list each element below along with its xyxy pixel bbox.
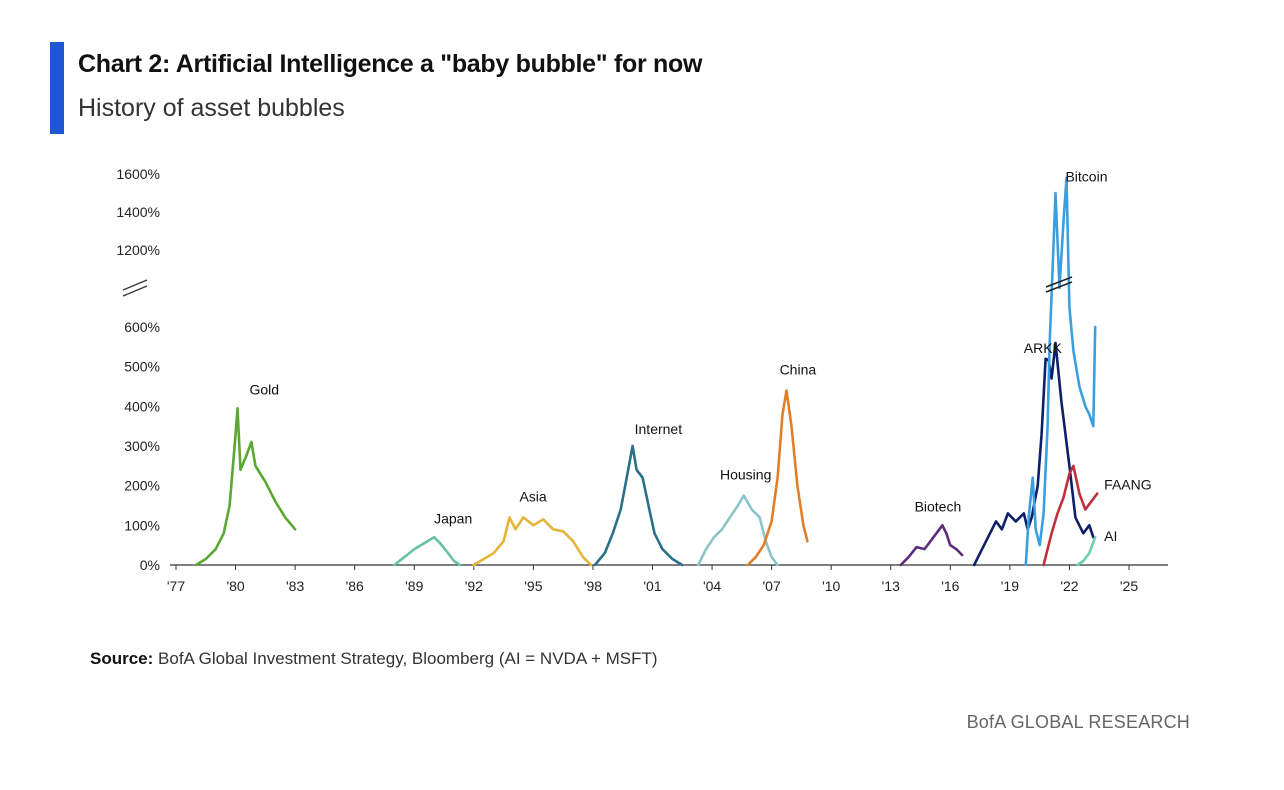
y-tick-label: 600% [124, 319, 160, 335]
x-tick-label: '95 [524, 578, 542, 594]
x-tick-label: '16 [941, 578, 959, 594]
y-tick-label: 300% [124, 438, 160, 454]
x-tick-label: '92 [465, 578, 483, 594]
x-axis: '77 '80 '83 '86 '89 '92 '95 '98 '01 '04 '07 '10 '13 '… [167, 564, 1168, 594]
y-tick-label: 200% [124, 478, 160, 494]
series-label-ai: AI [1104, 528, 1117, 544]
axis-break-mark [122, 279, 148, 291]
series-break-mark [1045, 276, 1073, 288]
y-tick-label: 100% [124, 517, 160, 533]
x-tick-label: '98 [584, 578, 602, 594]
x-tick-label: '13 [882, 578, 900, 594]
series-break-mark [1045, 281, 1073, 293]
series-label-arkk: ARKK [1024, 340, 1063, 356]
y-axis: 0% 100% 200% 300% 400% 500% 600% 1200% 1400% 1600… [116, 166, 160, 573]
y-tick-label: 500% [124, 359, 160, 375]
x-tick-label: '07 [763, 578, 781, 594]
series-line-asia [472, 516, 593, 567]
series-label-biotech: Biotech [915, 498, 962, 514]
series-layer [194, 176, 1099, 567]
x-tick-label: '80 [226, 578, 244, 594]
x-tick-label: '04 [703, 578, 721, 594]
series-line-faang [1042, 464, 1099, 567]
series-labels: Gold Japan Asia Internet Housing China Biotech… [249, 169, 1151, 545]
source-note: Source: BofA Global Investment Strategy,… [90, 649, 658, 669]
series-label-internet: Internet [635, 421, 683, 437]
x-tick-label: '25 [1120, 578, 1138, 594]
y-tick-label: 1200% [116, 242, 160, 258]
series-label-faang: FAANG [1104, 477, 1151, 493]
x-tick-label: '19 [1001, 578, 1019, 594]
source-text: BofA Global Investment Strategy, Bloombe… [158, 649, 658, 668]
series-label-asia: Asia [519, 489, 546, 505]
axis-break-mark [122, 285, 148, 297]
chart-title: Chart 2: Artificial Intelligence a "baby… [78, 50, 703, 78]
series-label-bitcoin: Bitcoin [1065, 169, 1107, 185]
x-tick-label: '83 [286, 578, 304, 594]
series-line-china [746, 389, 809, 567]
series-line-biotech [899, 524, 964, 567]
source-label: Source: [90, 649, 154, 668]
series-label-china: China [780, 362, 817, 378]
series-line-housing [696, 494, 779, 567]
brand-mark: BofA GLOBAL RESEARCH [966, 712, 1190, 732]
series-line-arkk [972, 341, 1095, 567]
x-tick-label: '10 [822, 578, 840, 594]
series-label-japan: Japan [434, 510, 472, 526]
y-tick-label: 1600% [116, 166, 160, 182]
x-tick-label: '77 [167, 578, 185, 594]
series-label-gold: Gold [249, 381, 279, 397]
series-line-internet [593, 444, 684, 567]
series-label-housing: Housing [720, 467, 771, 483]
x-tick-label: '22 [1060, 578, 1078, 594]
chart-subtitle: History of asset bubbles [78, 94, 345, 122]
bubble-chart: 0% 100% 200% 300% 400% 500% 600% 1200% 1400% 1600… [116, 166, 1168, 594]
y-tick-label: 1400% [116, 204, 160, 220]
x-tick-label: '01 [643, 578, 661, 594]
x-tick-label: '86 [346, 578, 364, 594]
series-line-bitcoin [1024, 176, 1097, 567]
series-line-japan [393, 535, 462, 567]
y-tick-label: 0% [140, 557, 160, 573]
accent-bar [50, 42, 64, 134]
x-tick-label: '89 [405, 578, 423, 594]
y-tick-label: 400% [124, 398, 160, 414]
series-line-gold [194, 407, 297, 567]
series-line-ai [1076, 535, 1097, 567]
